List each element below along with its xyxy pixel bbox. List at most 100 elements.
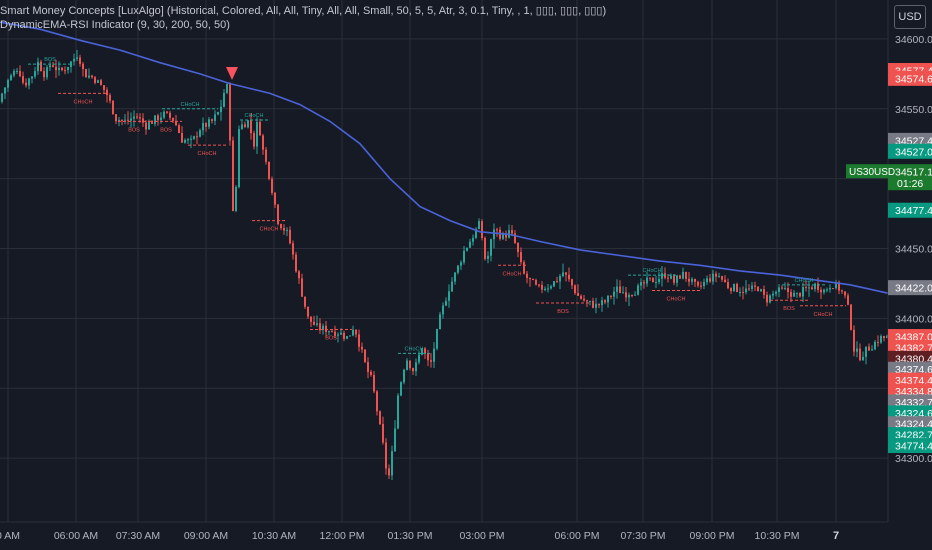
- candle: [682, 271, 684, 279]
- candle: [115, 114, 117, 122]
- candle: [193, 136, 195, 139]
- candle: [715, 273, 717, 277]
- candle: [712, 273, 714, 282]
- candle: [823, 289, 825, 293]
- candle: [187, 139, 189, 141]
- smc-label: CHoCH: [643, 268, 662, 274]
- candle: [397, 395, 399, 429]
- candle: [127, 119, 129, 121]
- candle: [781, 287, 783, 289]
- smc-label: BOS: [128, 127, 140, 133]
- candle: [424, 348, 426, 354]
- price-label-box: [888, 164, 932, 191]
- candle: [28, 78, 30, 86]
- candle: [742, 291, 744, 293]
- x-tick-label: 07:30 PM: [621, 530, 666, 542]
- candle: [253, 133, 255, 147]
- candle: [178, 125, 180, 133]
- candle: [220, 106, 222, 113]
- indicator-ema-rsi-label[interactable]: DynamicEMA-RSI Indicator (9, 30, 200, 50…: [0, 19, 230, 31]
- candle: [802, 287, 804, 297]
- smc-label: BOS: [325, 336, 337, 342]
- candle: [415, 362, 417, 372]
- candle: [787, 288, 789, 292]
- candle: [361, 346, 363, 350]
- candle: [370, 371, 372, 376]
- y-tick-label: 34300.0: [895, 453, 932, 465]
- candle: [151, 122, 153, 124]
- candle: [100, 80, 102, 86]
- candle: [388, 468, 390, 476]
- candle: [841, 290, 843, 292]
- candle: [709, 278, 711, 282]
- candle: [433, 348, 435, 362]
- candle: [643, 282, 645, 284]
- candle: [352, 329, 354, 336]
- candle: [7, 80, 9, 88]
- candle: [679, 275, 681, 279]
- candle: [154, 115, 156, 124]
- candle: [604, 300, 606, 303]
- price-label: 34422.0: [895, 283, 932, 295]
- smc-label: CHoCH: [795, 278, 814, 284]
- x-tick-label: 10:30 PM: [755, 530, 800, 542]
- candle: [349, 335, 351, 337]
- candle: [796, 292, 798, 294]
- candle: [244, 124, 246, 128]
- candle: [427, 353, 429, 361]
- x-tick-label: 01:30 PM: [388, 530, 433, 542]
- candle: [169, 112, 171, 118]
- candle: [367, 362, 369, 372]
- candle: [409, 360, 411, 369]
- candle: [133, 116, 135, 119]
- indicator-smc-label[interactable]: Smart Money Concepts [LuxAlgo] (Historic…: [0, 5, 607, 17]
- candle: [238, 129, 240, 188]
- currency-button[interactable]: USD: [894, 5, 926, 29]
- candle: [91, 75, 93, 78]
- candle: [37, 61, 39, 72]
- candle: [865, 346, 867, 357]
- candle: [724, 279, 726, 283]
- candle: [472, 237, 474, 242]
- candle: [775, 291, 777, 294]
- candle: [172, 117, 174, 121]
- candle: [322, 325, 324, 331]
- candle: [646, 277, 648, 284]
- candle: [859, 348, 861, 361]
- candle: [454, 272, 456, 282]
- candle: [718, 276, 720, 278]
- candle: [112, 100, 114, 115]
- candle: [799, 292, 801, 297]
- candle: [505, 233, 507, 238]
- candle: [874, 341, 876, 350]
- candle: [379, 411, 381, 425]
- candle: [826, 289, 828, 291]
- candle: [544, 288, 546, 290]
- price-label: 34574.6: [895, 73, 932, 85]
- candle: [223, 92, 225, 107]
- candle: [580, 295, 582, 299]
- y-tick-label: 34550.0: [895, 104, 932, 116]
- candle: [475, 229, 477, 238]
- candle: [880, 336, 882, 343]
- candle: [412, 368, 414, 372]
- candle: [355, 329, 357, 335]
- candle: [532, 279, 534, 281]
- candle: [676, 275, 678, 283]
- price-axis[interactable]: [888, 0, 932, 550]
- candle: [814, 283, 816, 290]
- candle: [853, 329, 855, 352]
- price-label: 34774.4: [895, 441, 932, 453]
- candle: [502, 233, 504, 239]
- candle: [883, 336, 885, 339]
- price-label-box: [888, 143, 932, 159]
- candle: [790, 291, 792, 297]
- candle: [385, 442, 387, 469]
- candle: [160, 117, 162, 121]
- candle: [301, 278, 303, 297]
- candle: [628, 295, 630, 298]
- candle: [280, 224, 282, 229]
- candle: [118, 119, 120, 122]
- price-label-box: [888, 438, 932, 454]
